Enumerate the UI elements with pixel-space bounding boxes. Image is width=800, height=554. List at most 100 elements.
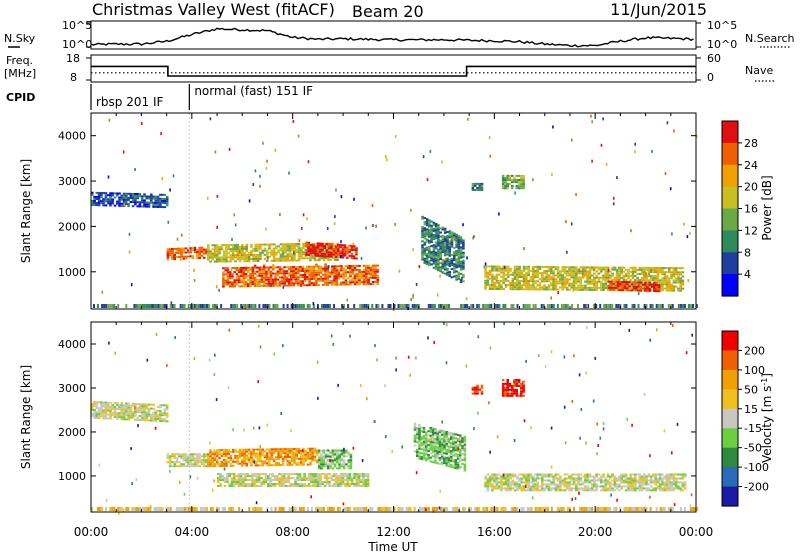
nsky-tick-high: 10^5 <box>62 19 92 32</box>
range-cell <box>297 259 301 262</box>
range-cell <box>256 458 260 461</box>
scatter-cell <box>461 276 463 280</box>
range-cell <box>328 271 332 274</box>
range-cell <box>349 459 353 462</box>
range-cell <box>452 464 455 467</box>
range-cell <box>618 266 621 269</box>
scatter-cell <box>410 208 412 212</box>
range-cell <box>314 250 317 253</box>
range-cell <box>445 438 448 441</box>
range-cell <box>347 453 350 456</box>
range-cell <box>178 247 181 250</box>
scatter-cell <box>298 239 301 243</box>
near-range-cell <box>101 304 104 308</box>
range-cell <box>656 277 660 280</box>
range-cell <box>436 456 439 459</box>
range-cell <box>238 456 242 459</box>
range-cell <box>245 260 249 263</box>
near-range-cell <box>571 304 573 308</box>
range-cell <box>670 283 673 286</box>
range-cell <box>643 277 646 280</box>
range-cell <box>665 267 669 270</box>
range-cell <box>277 259 280 262</box>
range-cell <box>488 475 492 478</box>
range-cell <box>364 481 368 483</box>
range-cell <box>602 266 605 269</box>
range-cell <box>522 475 526 478</box>
range-cell <box>445 452 448 455</box>
range-cell <box>102 415 105 418</box>
near-range-cell <box>526 304 529 308</box>
range-cell <box>335 477 338 479</box>
near-range-cell <box>512 304 515 308</box>
range-cell <box>421 217 424 220</box>
near-range-cell <box>214 304 216 308</box>
range-cell <box>184 457 188 460</box>
range-cell <box>241 450 244 453</box>
range-cell <box>437 244 440 247</box>
range-cell <box>252 458 255 461</box>
range-cell <box>376 282 379 285</box>
range-cell <box>556 483 560 486</box>
range-cell <box>255 473 259 476</box>
range-cell <box>315 277 318 280</box>
range-cell <box>131 205 135 208</box>
scatter-cell <box>550 296 552 300</box>
range-cell <box>543 280 546 283</box>
range-cell <box>570 487 574 490</box>
range-cell <box>269 270 273 273</box>
range-cell <box>459 281 463 284</box>
range-cell <box>563 477 567 480</box>
range-cell <box>620 266 623 269</box>
range-cell <box>298 485 302 487</box>
range-cell <box>150 407 153 410</box>
range-cell <box>219 479 222 481</box>
range-cell <box>301 267 305 270</box>
range-cell <box>593 282 596 285</box>
range-cell <box>220 449 224 452</box>
range-cell <box>238 269 241 271</box>
range-cell <box>184 465 188 468</box>
range-cell <box>290 268 293 271</box>
range-cell <box>547 485 551 488</box>
range-cell <box>508 177 512 179</box>
range-cell <box>270 249 274 252</box>
range-cell <box>234 260 237 263</box>
range-cell <box>541 475 544 478</box>
range-cell <box>122 412 126 415</box>
range-cell <box>556 268 560 271</box>
near-range-cell <box>405 304 408 308</box>
scatter-cell <box>101 290 104 294</box>
range-cell <box>486 477 490 480</box>
range-cell <box>317 461 321 464</box>
near-range-cell <box>181 304 184 308</box>
range-cell <box>570 272 574 275</box>
range-cell <box>275 253 278 256</box>
range-cell <box>371 264 375 267</box>
range-cell <box>509 282 512 284</box>
range-cell <box>97 194 101 196</box>
range-cell <box>421 236 424 239</box>
range-cell <box>422 438 426 441</box>
range-cell <box>245 249 249 252</box>
range-cell <box>259 448 262 451</box>
range-cell <box>91 201 94 204</box>
range-cell <box>120 414 124 417</box>
range-cell <box>242 485 245 487</box>
range-cell <box>357 479 361 481</box>
range-cell <box>652 269 655 271</box>
range-cell <box>290 249 294 252</box>
range-cell <box>655 281 658 284</box>
range-cell <box>561 286 564 289</box>
range-cell <box>154 415 158 418</box>
range-cell <box>556 280 560 283</box>
range-cell <box>285 278 289 281</box>
range-cell <box>668 271 671 274</box>
range-cell <box>561 483 564 486</box>
range-cell <box>226 477 229 479</box>
range-cell <box>570 286 574 289</box>
range-cell <box>297 284 300 287</box>
range-cell <box>278 473 281 476</box>
range-cell <box>322 465 325 468</box>
range-cell <box>593 266 596 269</box>
